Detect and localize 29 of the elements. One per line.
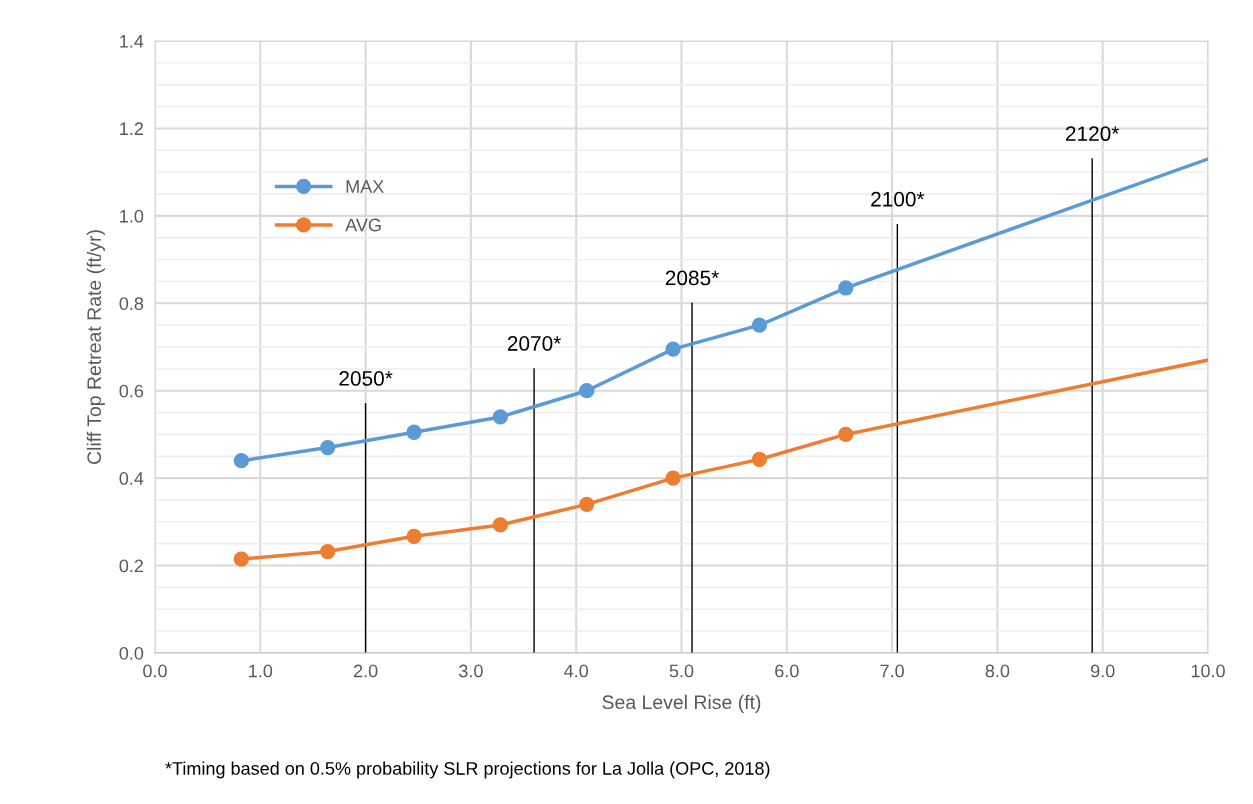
series-label: 2070* — [507, 336, 561, 351]
x-tick-label: 7.0 — [880, 664, 904, 678]
x-tick-label: 6.0 — [775, 664, 799, 678]
y-tick-label: 1.2 — [120, 122, 143, 135]
y-tick-label: 0.2 — [119, 559, 143, 573]
text: *Timing based on 0.5% probability SLR projections for La Jolla (OPC, 2018) — [165, 761, 770, 779]
y-axis-title: Cliff Top Retreat Rate (ft/yr) — [86, 230, 105, 464]
series-label: 2120* — [1065, 126, 1120, 142]
series-label: 2100* — [871, 191, 925, 207]
y-tick-label: 0.6 — [119, 384, 144, 398]
x-tick-label: 4.0 — [564, 664, 589, 678]
x-tick-label: 3.0 — [459, 664, 483, 678]
x-tick-label: 9.0 — [1091, 664, 1115, 678]
legend-label: AVG — [345, 218, 381, 232]
x-tick-label: 2.0 — [353, 664, 378, 678]
y-tick-label: 0.0 — [119, 646, 144, 660]
y-tick-label: 1.4 — [120, 35, 144, 48]
x-tick-label: 10.0 — [1191, 664, 1225, 678]
x-tick-label: 1.0 — [249, 664, 273, 678]
legend-label: MAX — [346, 180, 384, 193]
x-tick-label: 5.0 — [669, 664, 694, 678]
series-label: 2085* — [665, 270, 719, 286]
y-tick-label: 1.0 — [120, 209, 144, 223]
x-axis-title: Sea Level Rise (ft) — [602, 694, 761, 713]
series-label: 2050* — [339, 371, 393, 386]
x-tick-label: 8.0 — [985, 664, 1010, 678]
y-tick-label: 0.4 — [119, 472, 144, 485]
y-tick-label: 0.8 — [119, 297, 144, 311]
x-tick-label: 0.0 — [143, 664, 167, 678]
